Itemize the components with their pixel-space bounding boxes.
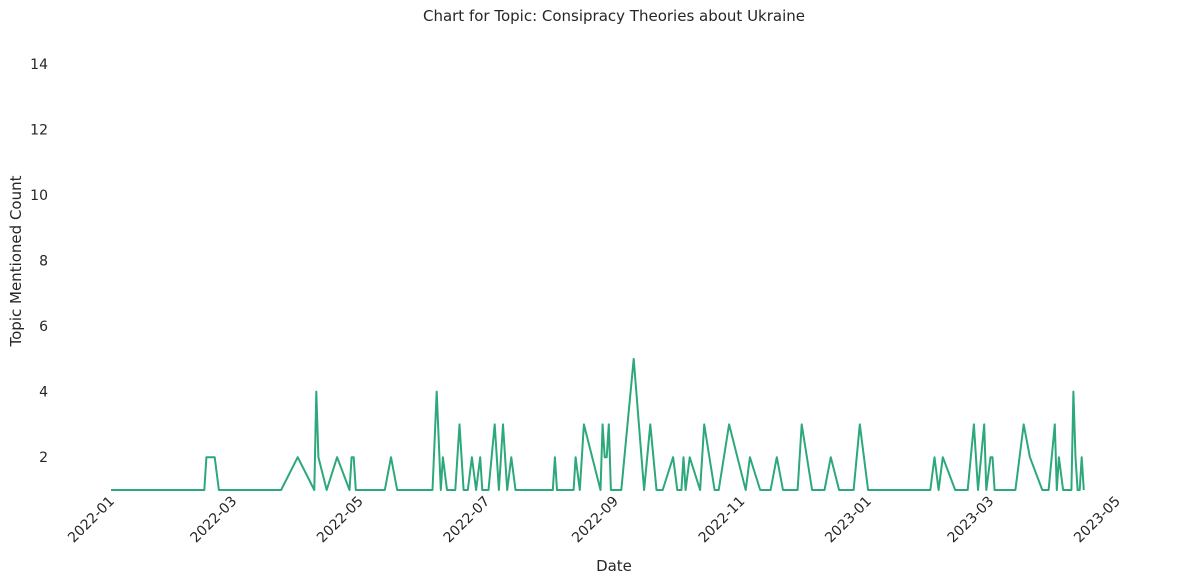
x-tick-label: 2022-01 bbox=[65, 494, 118, 547]
x-tick-label: 2023-01 bbox=[822, 494, 875, 547]
x-tick-label: 2022-11 bbox=[696, 494, 749, 547]
y-tick-label: 4 bbox=[39, 385, 48, 401]
x-tick-label: 2023-05 bbox=[1071, 494, 1124, 547]
plot-area bbox=[111, 357, 1085, 491]
x-tick-label: 2022-09 bbox=[569, 494, 622, 547]
y-tick-label: 2 bbox=[39, 450, 48, 466]
y-tick-label: 14 bbox=[30, 57, 48, 73]
x-tick-labels: 2022-01 2022-03 2022-05 2022-07 2022-09 2022-… bbox=[65, 494, 1124, 547]
x-tick-label: 2022-05 bbox=[314, 494, 367, 547]
y-axis-label: Topic Mentioned Count bbox=[7, 175, 25, 347]
x-tick-label: 2022-03 bbox=[188, 494, 241, 547]
y-tick-label: 6 bbox=[39, 319, 48, 335]
series-line-0 bbox=[111, 357, 1085, 491]
x-tick-label: 2023-03 bbox=[945, 494, 998, 547]
chart-title: Chart for Topic: Consipracy Theories abo… bbox=[423, 7, 805, 25]
y-tick-label: 12 bbox=[30, 122, 48, 138]
x-tick-label: 2022-07 bbox=[441, 494, 494, 547]
x-axis-label: Date bbox=[596, 557, 632, 575]
y-tick-labels: 2 4 6 8 10 12 14 bbox=[30, 57, 48, 466]
y-tick-label: 8 bbox=[39, 254, 48, 270]
y-tick-label: 10 bbox=[30, 188, 48, 204]
